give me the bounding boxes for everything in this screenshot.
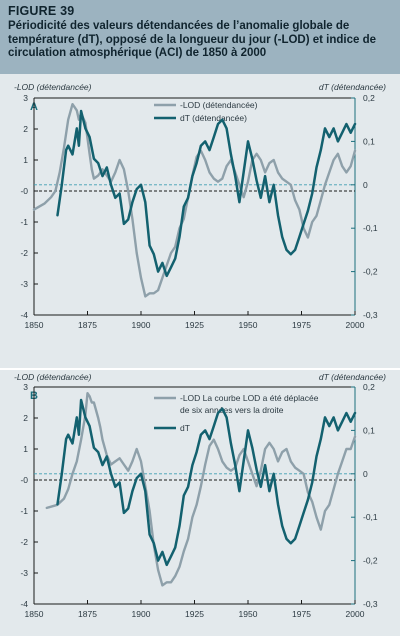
right-tick-label: 0,2 [363,93,375,103]
legend: -LOD La courbe LOD a été déplacée de six… [154,393,321,433]
legend-label-lod: -LOD (détendancée) [180,100,258,110]
x-tick-label: 1850 [25,609,44,619]
right-tick-label: -0,3 [363,599,378,609]
right-tick-label: 0,2 [363,382,375,392]
x-tick-label: 1900 [132,320,151,330]
left-tick-label: -4 [20,599,28,609]
x-tick-label: 1875 [78,609,97,619]
x-tick-label: 1950 [239,320,258,330]
right-tick-label: -0,3 [363,310,378,320]
left-tick-label: -1 [20,217,28,227]
right-tick-label: 0,1 [363,136,375,146]
dt-series-line [56,398,357,567]
x-tick-label: 2000 [346,320,365,330]
legend-label-dt: dT (détendancée) [180,113,247,123]
chart-panel-a: -LOD (détendancée) dT (détendancée) A -L… [14,82,386,330]
right-axis-label: dT (détendancée) [319,82,386,92]
right-tick-label: -0,1 [363,512,378,522]
left-tick-label: -3 [20,568,28,578]
legend: -LOD (détendancée) dT (détendancée) [154,100,258,123]
left-tick-label: 1 [23,155,28,165]
legend-label-lod-line1: -LOD La courbe LOD a été déplacée [180,393,319,403]
figure-label: FIGURE 39 [8,4,75,18]
lod-series-line [45,392,357,587]
lod-series-line [32,103,357,298]
panel-divider [0,368,400,370]
right-tick-label: 0,1 [363,425,375,435]
x-tick-label: 1925 [185,320,204,330]
left-tick-label: 1 [23,444,28,454]
x-tick-label: 2000 [346,609,365,619]
x-tick-label: 1950 [239,609,258,619]
figure-header: FIGURE 39 Périodicité des valeurs détend… [0,0,400,74]
legend-label-dt: dT [180,423,190,433]
left-axis-label: -LOD (détendancée) [14,372,92,382]
dt-series-line [56,109,357,278]
x-tick-label: 1975 [292,609,311,619]
legend-label-lod: -LOD La courbe LOD a été déplacée de six… [180,393,321,415]
legend-label-lod-line2: de six années vers la droite [180,405,284,415]
left-tick-label: -2 [20,537,28,547]
left-tick-label: -2 [20,248,28,258]
right-tick-label: -0,2 [363,556,378,566]
x-tick-label: 1975 [292,320,311,330]
x-tick-label: 1875 [78,320,97,330]
left-tick-label: 2 [23,124,28,134]
chart-panel-b: -LOD (détendancée) dT (détendancée) B -L… [14,372,386,619]
x-tick-label: 1925 [185,609,204,619]
right-tick-label: -0,2 [363,267,378,277]
right-axis-label: dT (détendancée) [319,372,386,382]
left-tick-label: 3 [23,93,28,103]
left-tick-label: 2 [23,413,28,423]
right-tick-label: -0,1 [363,223,378,233]
left-tick-label: -4 [20,310,28,320]
figure-title: Périodicité des valeurs détendancées de … [8,20,377,59]
left-tick-label: -0 [20,186,28,196]
left-tick-label: -3 [20,279,28,289]
left-axis-label: -LOD (détendancée) [14,82,92,92]
left-tick-label: -1 [20,506,28,516]
x-tick-label: 1900 [132,609,151,619]
left-tick-label: -0 [20,475,28,485]
right-tick-label: 0 [363,180,368,190]
left-tick-label: 3 [23,382,28,392]
x-tick-label: 1850 [25,320,44,330]
right-tick-label: 0 [363,469,368,479]
